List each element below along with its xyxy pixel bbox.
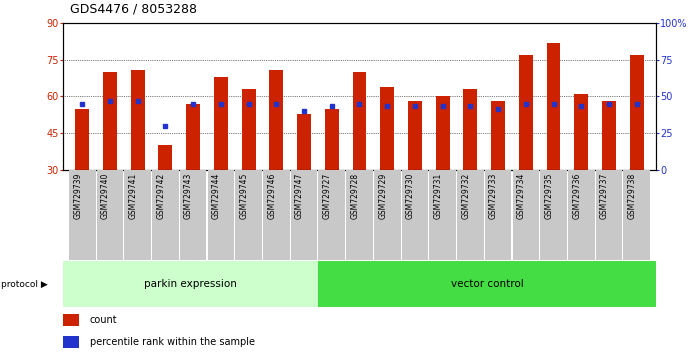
Text: GSM729731: GSM729731	[433, 173, 443, 219]
Bar	[408, 101, 422, 170]
Text: GSM729740: GSM729740	[101, 173, 110, 219]
Bar	[96, 170, 124, 260]
Bar	[429, 170, 456, 260]
Text: percentile rank within the sample: percentile rank within the sample	[90, 337, 255, 347]
Bar	[186, 104, 200, 170]
Text: vector control: vector control	[451, 279, 524, 289]
Text: GSM729747: GSM729747	[295, 173, 304, 219]
Bar	[602, 101, 616, 170]
Bar	[131, 69, 144, 170]
Bar	[346, 170, 373, 260]
Text: GSM729732: GSM729732	[461, 173, 470, 219]
Bar	[457, 170, 484, 260]
Bar	[485, 170, 512, 260]
Text: GSM729735: GSM729735	[544, 173, 554, 219]
Bar	[263, 170, 290, 260]
Bar	[352, 72, 366, 170]
Text: GSM729741: GSM729741	[128, 173, 138, 219]
Bar	[547, 42, 560, 170]
Bar	[69, 170, 96, 260]
Bar	[491, 101, 505, 170]
Bar	[242, 89, 255, 170]
Bar	[63, 314, 80, 326]
Text: GSM729743: GSM729743	[184, 173, 193, 219]
Text: GSM729734: GSM729734	[517, 173, 526, 219]
Text: count: count	[90, 315, 117, 325]
Text: GSM729739: GSM729739	[73, 173, 82, 219]
Text: GSM729728: GSM729728	[350, 173, 359, 219]
Bar	[318, 261, 656, 307]
Bar	[297, 114, 311, 170]
Bar	[269, 69, 283, 170]
Text: GSM729742: GSM729742	[156, 173, 165, 219]
Bar	[574, 94, 588, 170]
Bar	[214, 77, 228, 170]
Bar	[401, 170, 429, 260]
Bar	[325, 109, 339, 170]
Bar	[152, 170, 179, 260]
Text: GSM729744: GSM729744	[212, 173, 221, 219]
Text: GDS4476 / 8053288: GDS4476 / 8053288	[70, 3, 197, 16]
Text: GSM729730: GSM729730	[406, 173, 415, 219]
Bar	[519, 55, 533, 170]
Bar	[124, 170, 151, 260]
Bar	[568, 170, 595, 260]
Bar	[180, 170, 207, 260]
Bar	[436, 96, 450, 170]
Text: GSM729736: GSM729736	[572, 173, 581, 219]
Bar	[207, 170, 234, 260]
Bar	[103, 72, 117, 170]
Text: GSM729738: GSM729738	[628, 173, 637, 219]
Bar	[63, 261, 318, 307]
Text: GSM729745: GSM729745	[239, 173, 248, 219]
Bar	[75, 109, 89, 170]
Text: GSM729729: GSM729729	[378, 173, 387, 219]
Bar	[318, 170, 345, 260]
Bar	[374, 170, 401, 260]
Bar	[630, 55, 644, 170]
Text: protocol ▶: protocol ▶	[1, 280, 47, 289]
Text: GSM729733: GSM729733	[489, 173, 498, 219]
Text: GSM729737: GSM729737	[600, 173, 609, 219]
Text: GSM729727: GSM729727	[322, 173, 332, 219]
Bar	[380, 87, 394, 170]
Bar	[623, 170, 650, 260]
Text: parkin expression: parkin expression	[144, 279, 237, 289]
Text: GSM729746: GSM729746	[267, 173, 276, 219]
Bar	[63, 336, 80, 348]
Bar	[235, 170, 262, 260]
Bar	[290, 170, 318, 260]
Bar	[595, 170, 623, 260]
Bar	[158, 145, 172, 170]
Bar	[512, 170, 539, 260]
Bar	[463, 89, 477, 170]
Bar	[540, 170, 567, 260]
